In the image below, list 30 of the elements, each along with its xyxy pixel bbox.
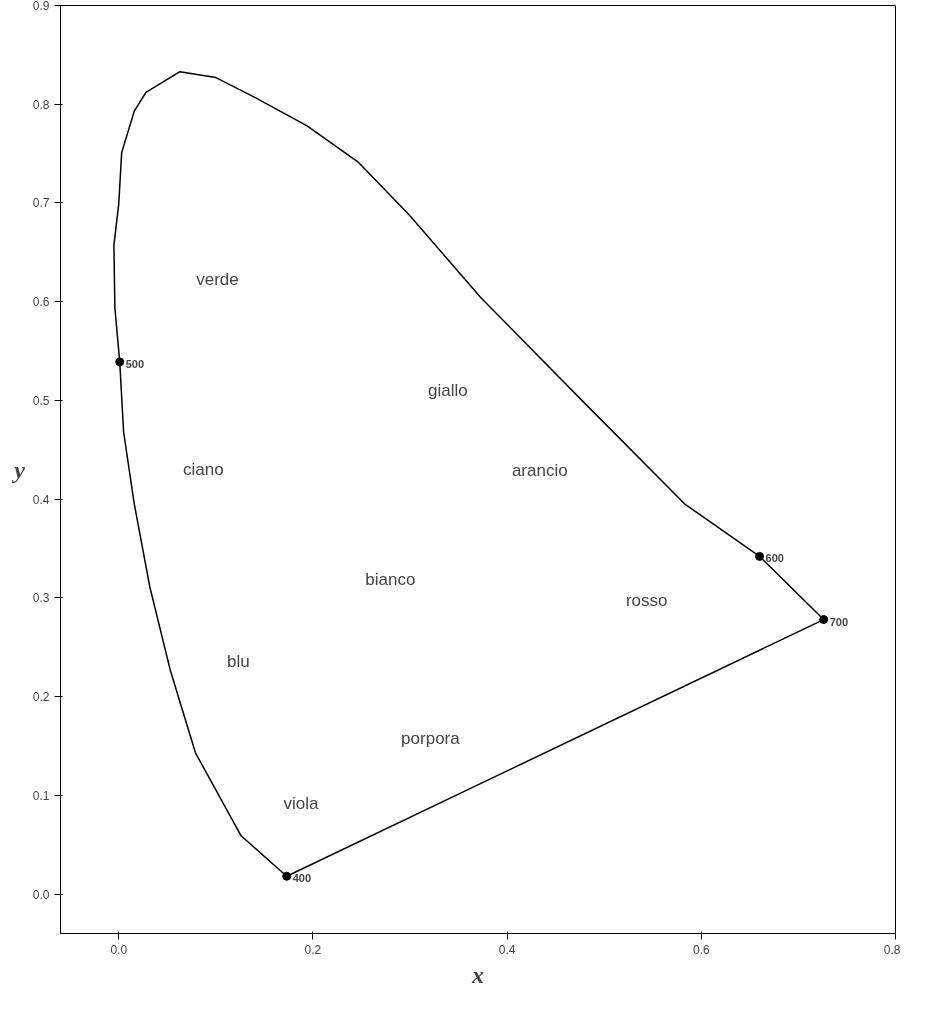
y-tick-label: 0.7 <box>32 196 50 211</box>
x-tick-label: 0.6 <box>692 942 710 957</box>
annotation: rosso <box>625 590 668 610</box>
y-tick-label: 0.5 <box>32 393 50 408</box>
annotation: porpora <box>401 729 461 749</box>
annotation: viola <box>283 794 320 814</box>
annotation: 400 <box>292 872 312 885</box>
y-axis-title: y <box>11 456 26 483</box>
y-tick-label: 0.0 <box>32 887 50 902</box>
y-tick-label: 0.8 <box>32 97 50 112</box>
x-tick-label: 0.2 <box>304 942 322 957</box>
annotation: bianco <box>365 570 416 590</box>
y-tick-label: 0.2 <box>32 690 50 705</box>
y-tick-label: 0.4 <box>32 492 50 507</box>
annotation: blu <box>227 652 250 672</box>
y-tick-label: 0.9 <box>32 0 50 13</box>
annotation: verde <box>196 269 239 289</box>
annotation: arancio <box>511 460 568 480</box>
annotation: 600 <box>765 552 784 565</box>
x-axis-title: x <box>471 961 484 988</box>
x-tick-label: 0.0 <box>110 942 128 957</box>
y-tick-label: 0.6 <box>32 295 50 310</box>
x-tick-label: 0.8 <box>883 942 901 957</box>
x-tick-label: 0.4 <box>498 942 516 957</box>
annotation: ciano <box>182 460 224 479</box>
y-tick-label: 0.3 <box>32 591 50 606</box>
annotation: 500 <box>125 357 145 370</box>
y-tick-label: 0.1 <box>32 788 50 803</box>
annotation: 700 <box>829 615 849 628</box>
annotation: giallo <box>428 381 468 401</box>
